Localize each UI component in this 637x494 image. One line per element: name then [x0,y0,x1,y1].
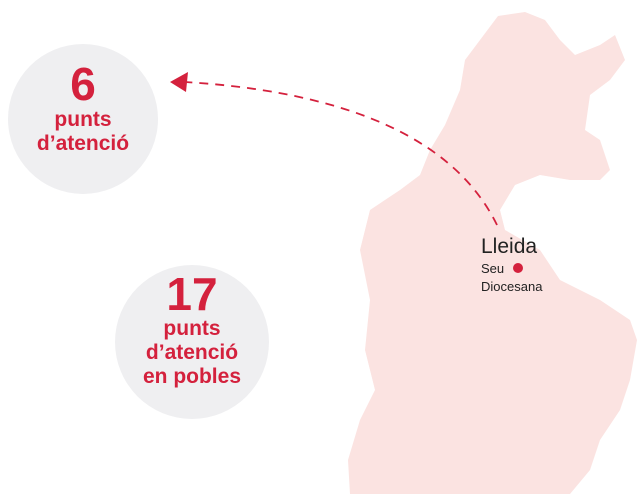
stat-label: en pobles [143,365,241,388]
arrow-line [184,81,498,226]
arrow-head [170,72,188,92]
stat-label: punts [163,317,220,340]
city-name: Lleida [481,235,537,258]
city-label: Diocesana [481,279,543,294]
stat-circle [115,265,269,419]
stat-number: 6 [70,58,96,110]
city-label: Seu [481,261,504,276]
stat-label: d’atenció [37,132,129,155]
stat-label: punts [54,108,111,131]
region-shape [348,12,637,494]
stat-label: d’atenció [146,341,238,364]
city-dot [513,263,523,273]
stat-number: 17 [166,268,217,320]
stat-circle [8,44,158,194]
